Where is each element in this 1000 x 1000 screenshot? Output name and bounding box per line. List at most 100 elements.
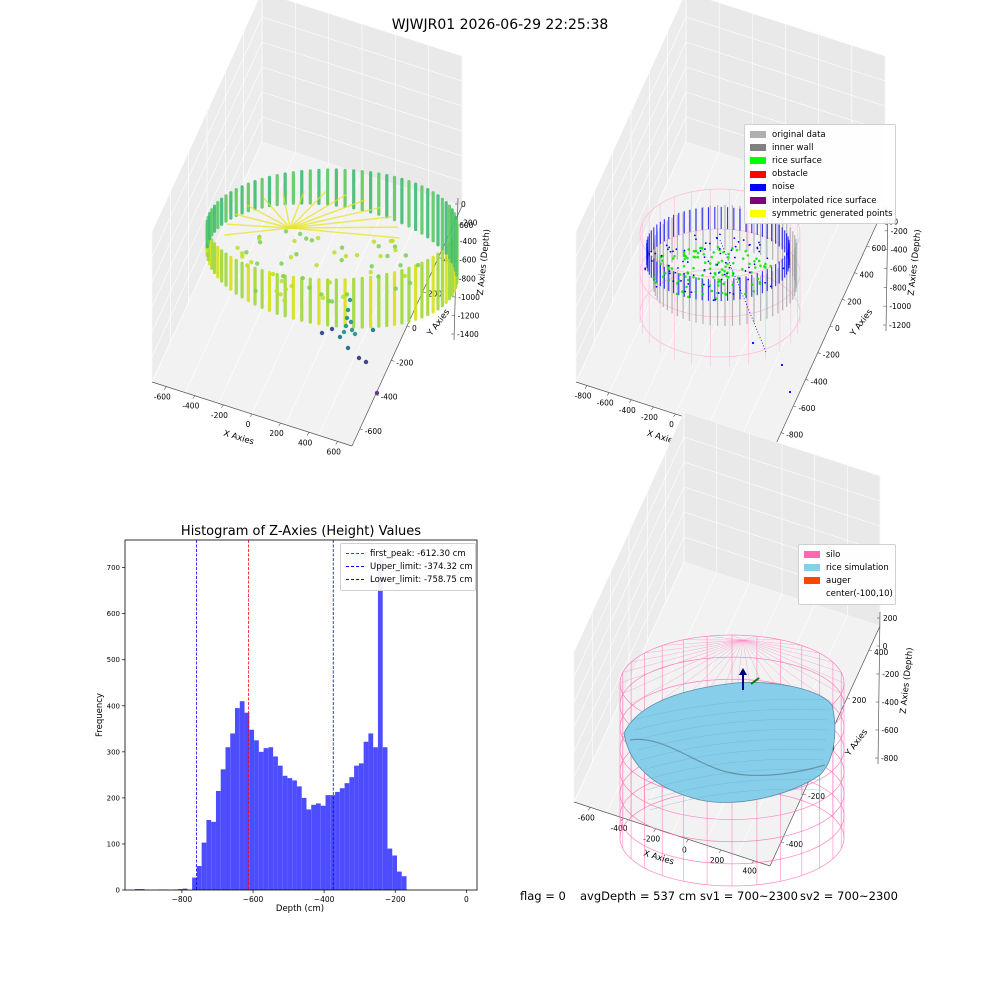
- legend-swatch: [804, 551, 820, 559]
- data-point: [319, 292, 324, 297]
- legend-entry-first-peak: first_peak: -612.30 cm: [346, 547, 470, 560]
- histogram-bar: [182, 888, 188, 890]
- grid-line: [575, 0, 683, 233]
- legend-swatch: [804, 577, 820, 585]
- surface-mesh-line: [643, 758, 825, 781]
- data-streak: [289, 226, 399, 229]
- rice-point: [716, 284, 720, 287]
- noise-point: [753, 263, 756, 266]
- legend-label: Upper_limit: -374.32 cm: [370, 561, 473, 572]
- histogram-bar: [387, 848, 393, 890]
- z-tick-label: -800: [881, 754, 898, 763]
- data-streak: [289, 191, 327, 229]
- noise-point: [707, 260, 710, 263]
- data-streak: [282, 193, 291, 229]
- silo-roof-rib: [742, 639, 834, 705]
- x-tick-label: 400: [298, 438, 313, 447]
- z-tick-label: 0: [461, 200, 466, 209]
- data-point: [415, 262, 421, 268]
- data-point: [339, 257, 344, 263]
- y-tick: [817, 352, 821, 354]
- surface-mesh-line: [641, 748, 826, 771]
- rice-point: [697, 277, 701, 281]
- noise-point: [699, 250, 702, 252]
- rice-point: [741, 267, 744, 271]
- data-point: [339, 245, 345, 250]
- data-point: [283, 287, 289, 292]
- rice-point: [724, 292, 727, 296]
- noise-point: [667, 248, 669, 251]
- y-tick-label: -800: [786, 431, 803, 440]
- data-point: [320, 295, 326, 301]
- x-tick: [673, 413, 676, 418]
- noise-point: [734, 245, 737, 248]
- x-tick-label: 0: [464, 895, 469, 904]
- x-tick-label: −800: [172, 895, 193, 904]
- histogram-bar: [225, 747, 231, 890]
- y-tick-label: 400: [874, 648, 889, 657]
- rice-point: [667, 278, 671, 282]
- silo-roof-rib: [742, 639, 842, 673]
- rice-point: [764, 262, 767, 266]
- noise-trail: [719, 239, 767, 353]
- x-tick-label: 600: [327, 447, 342, 456]
- rice-point: [757, 259, 761, 263]
- rice-point: [687, 248, 691, 251]
- histogram-bar: [230, 733, 236, 890]
- grid-line: [606, 572, 717, 813]
- histogram-bar: [196, 866, 202, 890]
- data-point: [319, 330, 325, 336]
- silo-roof-rib: [622, 639, 744, 694]
- data-point: [398, 263, 403, 268]
- grid-line: [151, 16, 263, 258]
- legend-label: interpolated rice surface: [772, 195, 877, 206]
- grid-line: [708, 184, 819, 425]
- histogram-bar: [330, 795, 336, 890]
- silo-roof-rib: [742, 639, 833, 663]
- y-tick-label: -600: [798, 404, 815, 413]
- data-point: [282, 298, 287, 303]
- z-tick-label: -1200: [889, 321, 911, 330]
- data-streak: [227, 223, 291, 229]
- silo-roof-rib: [622, 639, 744, 673]
- rice-point: [675, 292, 679, 296]
- y-tick-label: 200: [847, 297, 862, 306]
- histogram-bar: [258, 751, 264, 890]
- noise-point: [703, 256, 706, 259]
- x-tick-label: -400: [619, 406, 636, 415]
- y-tick-label: 200: [107, 794, 120, 802]
- x-tick-label: 0: [669, 420, 674, 429]
- legend-entry-rice-simulation: rice simulation: [804, 561, 890, 574]
- grid-line: [741, 195, 853, 436]
- grid-line: [709, 0, 886, 57]
- y-tick: [846, 697, 851, 700]
- y-tick-label: 200: [852, 696, 867, 705]
- silo-roof-rib: [742, 639, 802, 646]
- noise-point: [668, 272, 671, 275]
- noise-point: [684, 290, 686, 293]
- data-point: [235, 245, 240, 251]
- histogram-bar: [377, 558, 383, 890]
- histogram-bar: [134, 889, 140, 890]
- data-point: [368, 270, 373, 275]
- noise-point: [726, 272, 728, 275]
- noise-point: [758, 244, 761, 246]
- grid-line: [318, 195, 429, 436]
- legend-entry-symmetric-generated-points: symmetric generated points: [750, 207, 893, 220]
- histogram-bar: [368, 733, 374, 890]
- legend-swatch: [750, 197, 766, 205]
- legend-entry-original-data: original data: [750, 128, 890, 141]
- noise-point: [742, 239, 745, 241]
- surface-mesh-line: [633, 709, 830, 731]
- data-point: [274, 288, 279, 294]
- data-streak: [224, 227, 291, 236]
- data-point: [392, 244, 398, 249]
- rice-point: [710, 289, 714, 293]
- data-streak: [289, 199, 366, 229]
- rice-point: [744, 249, 747, 253]
- histogram-bar: [344, 783, 350, 890]
- y-tick-label: 0: [412, 324, 417, 333]
- panel3-title: Histogram of Z-Axies (Height) Values: [180, 524, 422, 539]
- y-tick-label: 600: [459, 221, 474, 230]
